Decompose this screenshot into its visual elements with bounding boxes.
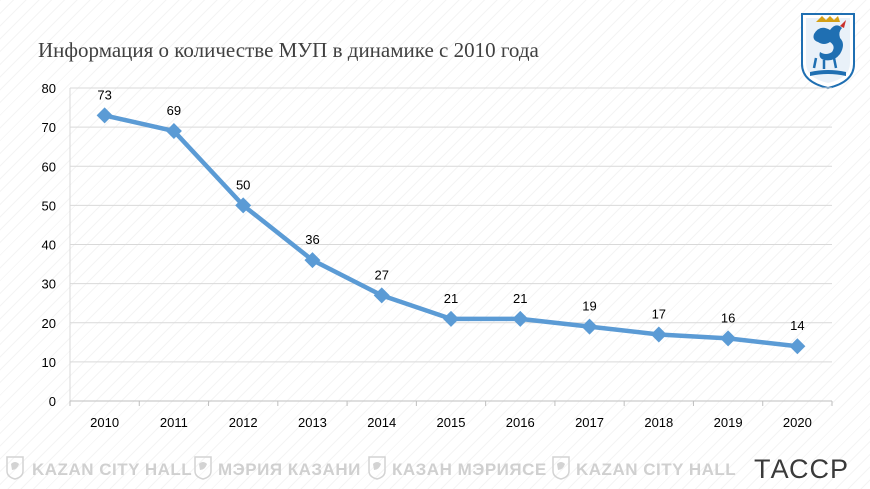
watermark-text: KAZAN CITY HALL (576, 460, 737, 479)
x-tick-label: 2013 (298, 415, 327, 430)
data-point-marker (304, 252, 321, 269)
x-tick-label: 2016 (506, 415, 535, 430)
data-label: 27 (374, 267, 388, 282)
data-label: 21 (444, 291, 458, 306)
data-point-marker (581, 318, 598, 335)
y-tick-label: 30 (42, 277, 56, 292)
y-tick-label: 70 (42, 120, 56, 135)
data-label: 36 (305, 232, 319, 247)
x-tick-label: 2014 (367, 415, 396, 430)
data-markers (96, 107, 806, 355)
x-tick-label: 2017 (575, 415, 604, 430)
data-point-marker (512, 310, 529, 327)
data-label: 17 (652, 306, 666, 321)
watermark-text: КАЗАН МЭРИЯСЕ (392, 460, 547, 479)
data-label: 19 (582, 299, 596, 314)
data-point-marker (373, 287, 390, 304)
x-tick-label: 2011 (160, 415, 188, 430)
y-tick-label: 0 (49, 394, 56, 409)
y-tick-label: 40 (42, 238, 56, 253)
data-label: 73 (97, 87, 111, 102)
footer-watermark-strip: KAZAN CITY HALL МЭРИЯ КАЗАНИ КАЗАН МЭРИЯ… (0, 452, 870, 488)
y-tick-label: 10 (42, 355, 56, 370)
data-point-marker (96, 107, 113, 124)
data-label: 21 (513, 291, 527, 306)
y-tick-label: 80 (42, 81, 56, 96)
city-emblem-watermark-icon (552, 456, 570, 480)
y-tick-label: 60 (42, 159, 56, 174)
chart-title: Информация о количестве МУП в динамике с… (38, 38, 539, 62)
data-point-marker (235, 197, 252, 214)
data-label: 69 (167, 103, 181, 118)
data-label: 50 (236, 177, 250, 192)
data-labels: 73 69 50 36 27 21 21 19 17 16 14 (97, 87, 804, 333)
city-emblem-watermark-icon (6, 456, 24, 480)
data-label: 14 (790, 318, 804, 333)
watermark-text: МЭРИЯ КАЗАНИ (218, 460, 361, 479)
y-tick-label: 50 (42, 198, 56, 213)
tass-logo: ТАССР (754, 454, 850, 484)
data-point-marker (720, 330, 737, 347)
x-tick-label: 2018 (644, 415, 673, 430)
x-tick-label: 2015 (437, 415, 466, 430)
x-tick-labels: 2010 2011 2012 2013 2014 2015 2016 2017 2018 2019… (90, 415, 812, 430)
y-tick-labels: 0 10 20 30 40 50 60 70 80 (42, 81, 56, 409)
city-emblem-watermark-icon (368, 456, 386, 480)
data-point-marker (789, 338, 806, 355)
data-point-marker (443, 310, 459, 327)
x-tick-label: 2019 (714, 415, 743, 430)
data-label: 16 (721, 310, 735, 325)
data-point-marker (165, 123, 182, 140)
x-tick-label: 2010 (90, 415, 119, 430)
y-tick-label: 20 (42, 316, 56, 331)
data-point-marker (650, 326, 667, 343)
x-tick-label: 2012 (229, 415, 258, 430)
city-emblem-watermark-icon (194, 456, 212, 480)
watermark-text: KAZAN CITY HALL (32, 460, 193, 479)
x-tick-label: 2020 (783, 415, 812, 430)
axes (69, 88, 833, 406)
